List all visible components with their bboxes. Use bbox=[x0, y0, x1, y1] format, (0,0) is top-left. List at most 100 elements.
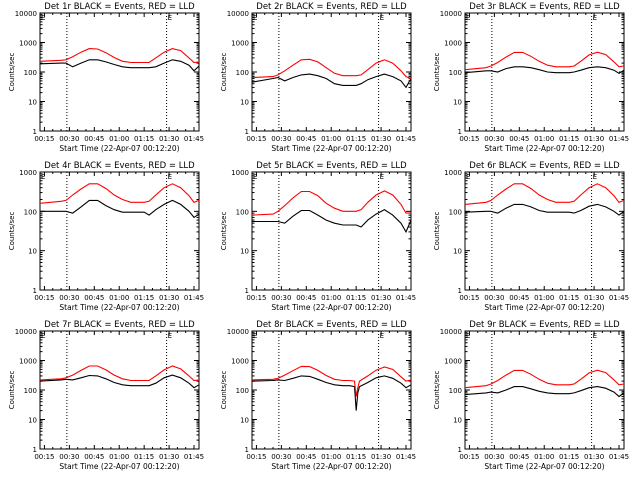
x-tick-label: 01:00 bbox=[534, 453, 554, 461]
series-line-lld bbox=[39, 365, 200, 382]
x-axis-label: Start Time (22-Apr-07 00:12:20) bbox=[271, 303, 391, 312]
series-line-lld bbox=[251, 190, 411, 216]
x-tick-label: 00:45 bbox=[84, 135, 104, 143]
x-tick-label: 00:45 bbox=[296, 135, 316, 143]
panel-det-3r: Det 3r BLACK = Events, RED = LLD E E 1 10 100… bbox=[433, 2, 629, 153]
panel-det-4r: Det 4r BLACK = Events, RED = LLD E E 1 10 100… bbox=[8, 161, 204, 312]
corner-mark: E bbox=[41, 332, 45, 340]
y-axis-label: Counts/sec bbox=[8, 53, 16, 92]
y-axis-label: Counts/sec bbox=[220, 371, 228, 410]
x-tick-label: 01:15 bbox=[134, 135, 154, 143]
series-line-events bbox=[39, 374, 200, 389]
y-tick-label: 10 bbox=[240, 417, 249, 425]
x-tick-label: 01:30 bbox=[584, 453, 604, 461]
x-tick-label: 00:30 bbox=[271, 453, 291, 461]
x-tick-label: 01:45 bbox=[609, 294, 629, 302]
panel-det-2r: Det 2r BLACK = Events, RED = LLD E E 1 10 100… bbox=[220, 2, 416, 153]
y-tick-label: 1000 bbox=[444, 358, 462, 366]
y-tick-label: 10 bbox=[28, 248, 37, 256]
x-tick-label: 00:45 bbox=[296, 294, 316, 302]
series-line-events bbox=[251, 73, 412, 89]
x-tick-label: 00:30 bbox=[271, 294, 291, 302]
y-tick-label: 10 bbox=[453, 248, 462, 256]
panel-title: Det 4r BLACK = Events, RED = LLD bbox=[44, 161, 195, 171]
x-tick-label: 00:15 bbox=[34, 135, 54, 143]
y-tick-label: 1000 bbox=[444, 40, 462, 48]
y-tick-label: 10000 bbox=[440, 328, 462, 336]
y-tick-label: 100 bbox=[24, 69, 37, 77]
y-tick-label: 10 bbox=[453, 99, 462, 107]
panel-title: Det 2r BLACK = Events, RED = LLD bbox=[256, 2, 407, 12]
x-tick-label: 01:00 bbox=[109, 294, 129, 302]
y-tick-label: 10000 bbox=[15, 328, 37, 336]
x-axis-label: Start Time (22-Apr-07 00:12:20) bbox=[484, 462, 604, 471]
y-tick-label: 10 bbox=[453, 417, 462, 425]
x-tick-label: 01:15 bbox=[559, 294, 579, 302]
corner-mark: E bbox=[168, 173, 172, 181]
x-axis-label: Start Time (22-Apr-07 00:12:20) bbox=[271, 462, 391, 471]
corner-mark: E bbox=[466, 332, 470, 340]
x-tick-label: 01:15 bbox=[346, 294, 366, 302]
corner-mark: E bbox=[253, 332, 257, 340]
y-tick-label: 10 bbox=[28, 99, 37, 107]
y-tick-label: 10000 bbox=[440, 10, 462, 18]
panel-det-8r: Det 8r BLACK = Events, RED = LLD E E 1 10 100… bbox=[220, 320, 416, 471]
panel-title: Det 9r BLACK = Events, RED = LLD bbox=[469, 320, 620, 330]
plot-frame bbox=[464, 330, 625, 450]
y-axis-label: Counts/sec bbox=[220, 212, 228, 251]
plot-frame bbox=[251, 330, 412, 450]
x-tick-label: 00:15 bbox=[246, 294, 266, 302]
x-tick-label: 01:30 bbox=[371, 135, 391, 143]
series-line-events bbox=[252, 209, 412, 234]
panel-det-6r: Det 6r BLACK = Events, RED = LLD E E 1 10 100… bbox=[433, 161, 629, 312]
panel-title: Det 3r BLACK = Events, RED = LLD bbox=[469, 2, 620, 12]
x-tick-label: 01:00 bbox=[534, 294, 554, 302]
y-tick-label: 1 bbox=[245, 446, 249, 454]
x-tick-label: 01:15 bbox=[559, 135, 579, 143]
panel-det-5r: Det 5r BLACK = Events, RED = LLD E E 1 10 100… bbox=[220, 161, 416, 312]
x-tick-label: 01:45 bbox=[396, 294, 416, 302]
y-tick-label: 100 bbox=[236, 387, 249, 395]
x-tick-label: 01:30 bbox=[371, 453, 391, 461]
x-tick-label: 00:15 bbox=[459, 453, 479, 461]
panel-title: Det 6r BLACK = Events, RED = LLD bbox=[469, 161, 620, 171]
corner-mark: E bbox=[466, 14, 470, 22]
x-tick-label: 00:15 bbox=[34, 294, 54, 302]
series-line-lld bbox=[251, 365, 412, 397]
y-tick-label: 100 bbox=[449, 69, 462, 77]
series-line-lld bbox=[39, 48, 200, 64]
x-tick-label: 00:45 bbox=[509, 294, 529, 302]
series-line-events bbox=[464, 203, 625, 216]
corner-mark: E bbox=[168, 332, 172, 340]
x-tick-label: 00:45 bbox=[509, 135, 529, 143]
plot-frame bbox=[464, 171, 625, 291]
x-tick-label: 01:30 bbox=[159, 135, 179, 143]
y-tick-label: 1000 bbox=[19, 358, 37, 366]
y-tick-label: 10 bbox=[28, 417, 37, 425]
series-line-events bbox=[464, 386, 625, 398]
y-tick-label: 100 bbox=[24, 208, 37, 216]
panel-title: Det 5r BLACK = Events, RED = LLD bbox=[256, 161, 407, 171]
x-axis-label: Start Time (22-Apr-07 00:12:20) bbox=[271, 144, 391, 153]
corner-mark: E bbox=[593, 14, 597, 22]
x-tick-label: 01:15 bbox=[346, 135, 366, 143]
y-tick-label: 100 bbox=[449, 387, 462, 395]
y-axis-label: Counts/sec bbox=[220, 53, 228, 92]
x-tick-label: 00:30 bbox=[59, 453, 79, 461]
x-tick-label: 01:45 bbox=[184, 294, 204, 302]
y-tick-label: 1000 bbox=[19, 40, 37, 48]
series-line-events bbox=[464, 66, 625, 74]
y-tick-label: 1000 bbox=[231, 169, 249, 177]
x-tick-label: 01:15 bbox=[134, 453, 154, 461]
x-tick-label: 01:00 bbox=[321, 453, 341, 461]
x-tick-label: 01:45 bbox=[609, 453, 629, 461]
y-tick-label: 100 bbox=[449, 208, 462, 216]
y-tick-label: 10000 bbox=[227, 328, 249, 336]
corner-mark: E bbox=[253, 14, 257, 22]
y-tick-label: 10000 bbox=[227, 10, 249, 18]
series-line-lld bbox=[464, 183, 625, 205]
series-line-lld bbox=[39, 183, 200, 204]
x-axis-label: Start Time (22-Apr-07 00:12:20) bbox=[59, 144, 179, 153]
x-tick-label: 00:30 bbox=[59, 294, 79, 302]
panel-det-1r: Det 1r BLACK = Events, RED = LLD E E 1 10 100… bbox=[8, 2, 204, 153]
